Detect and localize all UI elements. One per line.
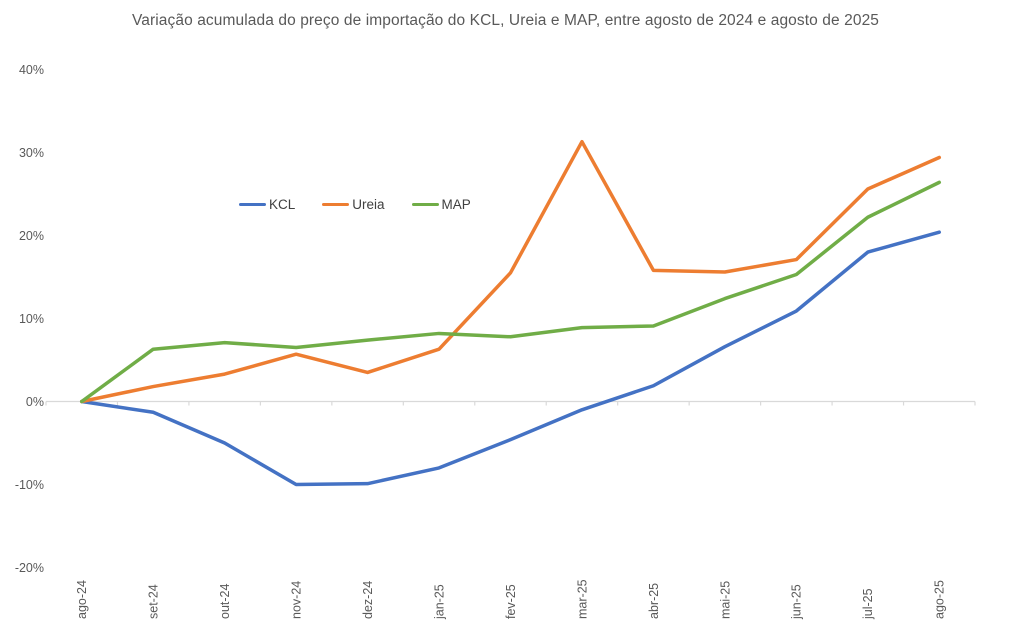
y-axis-label: -20% bbox=[15, 561, 44, 575]
legend-label-kcl: KCL bbox=[269, 197, 296, 212]
map-line-swatch bbox=[411, 202, 439, 207]
series-line-map bbox=[79, 180, 942, 404]
series-line-kcl bbox=[79, 230, 942, 487]
x-axis-label: set-24 bbox=[147, 584, 161, 619]
x-axis-label: jan-25 bbox=[432, 584, 446, 620]
y-axis-label: 30% bbox=[19, 146, 44, 160]
chart-title: Variação acumulada do preço de importaçã… bbox=[131, 12, 880, 29]
legend-label-map: MAP bbox=[441, 197, 471, 212]
legend-label-ureia: Ureia bbox=[352, 197, 385, 212]
x-axis-label: nov-24 bbox=[289, 581, 303, 619]
y-axis-label: 10% bbox=[19, 312, 44, 326]
x-axis-label: mar-25 bbox=[575, 579, 589, 619]
legend: KCL Ureia MAP bbox=[239, 197, 471, 212]
kcl-line-swatch bbox=[239, 202, 266, 207]
series-line-ureia bbox=[79, 139, 942, 404]
legend-item-kcl: KCL bbox=[239, 197, 295, 212]
y-axis-label: 0% bbox=[26, 395, 44, 409]
y-axis-label: 20% bbox=[19, 229, 44, 243]
x-axis-label: dez-24 bbox=[361, 581, 375, 619]
legend-item-map: MAP bbox=[411, 197, 471, 212]
x-axis-label: fev-25 bbox=[504, 584, 518, 619]
x-axis-label: out-24 bbox=[218, 584, 232, 619]
x-axis-label: ago-25 bbox=[933, 580, 947, 619]
x-axis-label: mai-25 bbox=[718, 581, 732, 619]
y-axis-label: -10% bbox=[15, 478, 44, 492]
x-axis-label: jun-25 bbox=[790, 584, 804, 620]
ureia-line-swatch bbox=[322, 202, 350, 207]
x-axis-label: ago-24 bbox=[75, 580, 89, 619]
y-axis-label: 40% bbox=[19, 63, 44, 77]
x-axis-label: jul-25 bbox=[861, 588, 875, 620]
legend-item-ureia: Ureia bbox=[322, 197, 385, 212]
x-axis-label: abr-25 bbox=[647, 583, 661, 619]
